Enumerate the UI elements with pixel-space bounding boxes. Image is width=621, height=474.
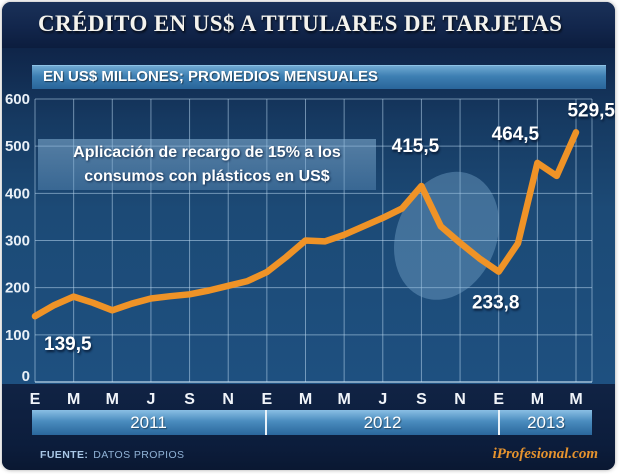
annotation-line-2: consumos con plásticos en US$: [84, 167, 330, 185]
title-band: [2, 2, 615, 48]
year-band-2013: 2013: [500, 410, 592, 435]
year-separator: [498, 410, 500, 435]
year-band-2011: 2011: [32, 410, 265, 435]
year-separator: [265, 410, 267, 435]
source-value: DATOS PROPIOS: [93, 449, 185, 461]
chart-subtitle: EN US$ MILLONES; PROMEDIOS MENSUALES: [43, 68, 379, 85]
page-title: CRÉDITO EN US$ A TITULARES DE TARJETAS: [38, 11, 563, 36]
annotation-line-1: Aplicación de recargo de 15% a los: [73, 143, 341, 161]
annotation-box: Aplicación de recargo de 15% a los consu…: [38, 139, 376, 190]
year-label: 2013: [527, 412, 565, 432]
infographic-card: CRÉDITO EN US$ A TITULARES DE TARJETAS E…: [2, 2, 615, 470]
year-label: 2012: [363, 412, 402, 432]
source-line: FUENTE: DATOS PROPIOS: [40, 449, 184, 461]
year-band-2012: 2012: [267, 410, 498, 435]
subtitle-bar: EN US$ MILLONES; PROMEDIOS MENSUALES: [32, 65, 606, 89]
source-label: FUENTE:: [40, 449, 89, 461]
watermark: iProfesional.com: [492, 446, 598, 462]
chart-panel: [2, 48, 615, 384]
year-label: 2011: [130, 412, 167, 432]
